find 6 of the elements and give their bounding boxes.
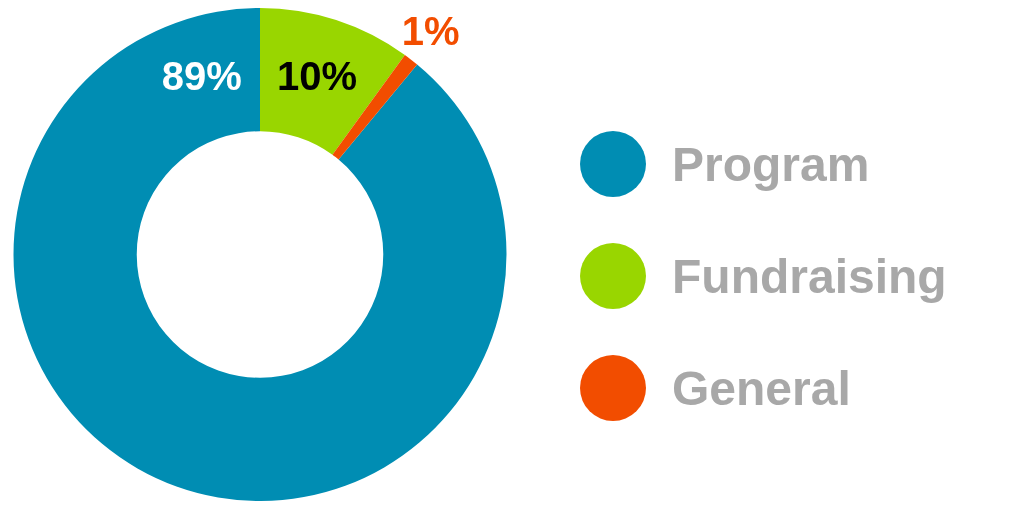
legend-label: General	[672, 360, 851, 416]
data-label: 89%	[161, 54, 242, 99]
data-label: 10%	[277, 53, 358, 98]
legend-label: Program	[672, 136, 870, 192]
data-label: 1%	[401, 9, 460, 54]
legend-label: Fundraising	[672, 248, 947, 304]
